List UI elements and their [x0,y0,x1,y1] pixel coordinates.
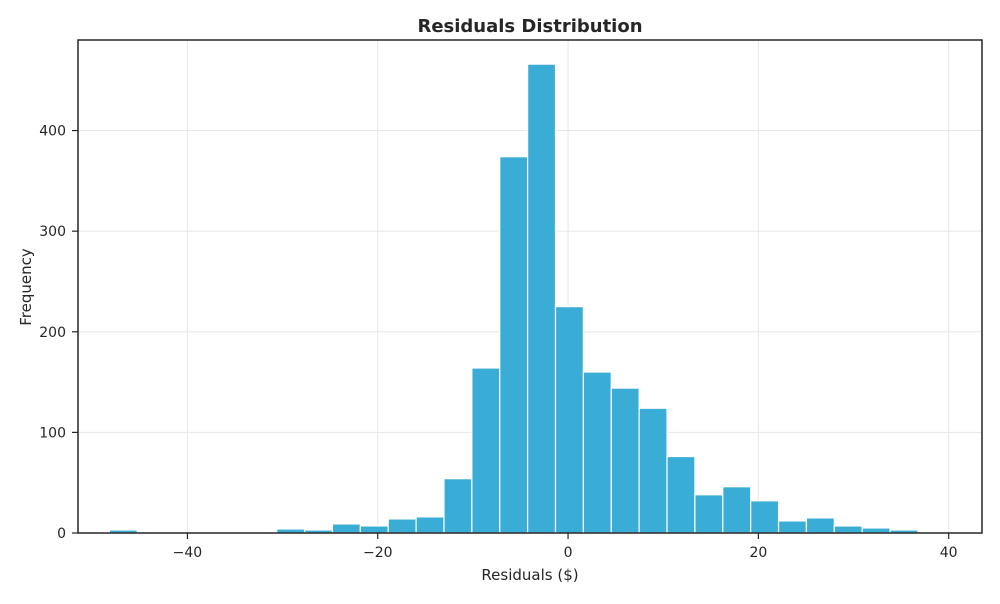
histogram-bar [833,525,863,534]
histogram-bar [499,156,529,534]
histogram-bar [722,486,752,534]
y-tick-label: 100 [39,425,66,441]
histogram-bar [666,455,696,534]
histogram-bar [359,525,389,534]
histogram-bar [777,520,808,534]
histogram-bar [387,518,417,534]
y-tick-label: 0 [57,526,66,542]
histogram-bar [610,387,640,534]
x-axis-label: Residuals ($) [481,566,578,584]
histogram-bar [471,367,501,534]
x-axis-ticks: −40 −20 0 20 40 [173,533,958,561]
y-axis-ticks: 0 100 200 300 400 [39,124,78,542]
x-tick-label: −20 [363,545,393,561]
histogram-bars [108,63,947,534]
x-tick-label: −40 [173,545,203,561]
x-tick-label: 40 [940,545,958,561]
histogram-bar [415,516,445,534]
y-tick-label: 200 [39,325,66,341]
y-axis-label: Frequency [17,248,35,326]
chart-title: Residuals Distribution [417,16,642,37]
histogram-bar [694,494,724,534]
histogram-bar [805,517,835,534]
histogram-bar [582,371,612,534]
histogram-bar [331,523,361,534]
histogram-bar [638,407,668,534]
x-tick-label: 0 [564,545,573,561]
y-tick-label: 400 [39,124,66,140]
histogram-bar [554,306,584,534]
y-tick-label: 300 [39,224,66,240]
histogram-bar [443,478,473,534]
histogram-bar [750,500,780,534]
x-tick-label: 20 [749,545,767,561]
histogram-bar [861,527,891,534]
plot-frame [77,39,983,534]
histogram-bar [527,63,557,534]
